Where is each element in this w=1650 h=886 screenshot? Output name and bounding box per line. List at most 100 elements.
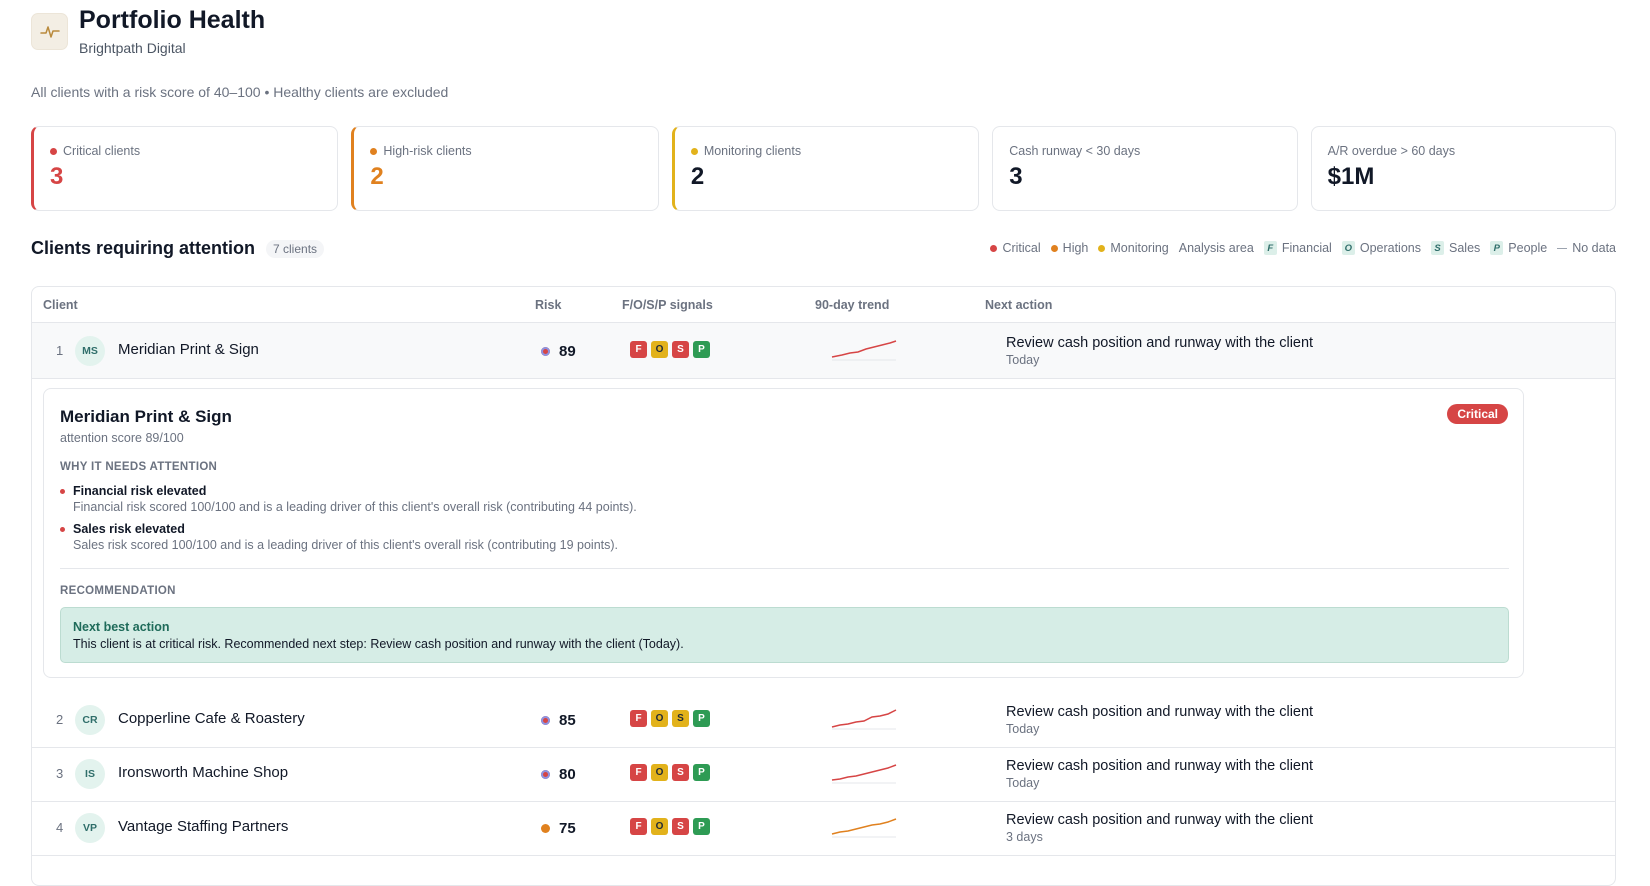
signal-chips: F O S P [630, 818, 710, 835]
row-rank: 4 [56, 820, 64, 835]
page-title: Portfolio Health [79, 6, 266, 34]
table-header: Client Risk F/O/S/P signals 90-day trend… [32, 287, 1615, 323]
operations-signal-icon: O [651, 341, 668, 358]
risk-score: 89 [541, 343, 576, 360]
high-dot-icon [370, 147, 378, 155]
avatar: VP [75, 813, 105, 843]
high-dot-icon [541, 824, 550, 833]
kpi-value: 2 [370, 163, 384, 190]
people-signal-icon: P [693, 764, 710, 781]
kpi-label: A/R overdue > 60 days [1327, 144, 1456, 158]
table-row[interactable]: 4 VP Vantage Staffing Partners 75 F O S … [32, 800, 1615, 856]
column-signals: F/O/S/P signals [622, 298, 713, 312]
legend-monitoring: Monitoring [1098, 241, 1169, 255]
monitoring-dot-icon [1098, 244, 1106, 252]
risk-score: 75 [541, 820, 576, 837]
monitoring-dot-icon [690, 147, 698, 155]
operations-signal-icon: O [651, 764, 668, 781]
reason-item: Financial risk elevated Financial risk s… [60, 484, 637, 514]
financial-signal-icon: F [630, 818, 647, 835]
legend-critical: Critical [990, 241, 1041, 255]
sales-chip-icon: S [1431, 241, 1444, 255]
financial-chip-icon: F [1263, 241, 1277, 255]
status-badge: Critical [1447, 404, 1508, 424]
kpi-high-risk-clients[interactable]: High-risk clients 2 [351, 126, 659, 211]
table-row[interactable]: 3 IS Ironsworth Machine Shop 80 F O S P … [32, 746, 1615, 802]
table-row[interactable]: 1 MS Meridian Print & Sign 89 F O S P Re… [32, 323, 1615, 379]
kpi-label: Cash runway < 30 days [1009, 144, 1141, 158]
legend-no-data: No data [1557, 241, 1616, 255]
operations-signal-icon: O [651, 818, 668, 835]
sales-signal-icon: S [672, 818, 689, 835]
signal-chips: F O S P [630, 341, 710, 358]
kpi-cash-runway[interactable]: Cash runway < 30 days 3 [992, 126, 1298, 211]
kpi-value: $1M [1327, 163, 1375, 190]
table-row[interactable]: 2 CR Copperline Cafe & Roastery 85 F O S… [32, 692, 1615, 748]
client-name: Copperline Cafe & Roastery [118, 710, 305, 727]
row-rank: 1 [56, 343, 64, 358]
financial-signal-icon: F [630, 710, 647, 727]
client-name: Vantage Staffing Partners [118, 818, 289, 835]
risk-score: 80 [541, 766, 576, 783]
section-title: Clients requiring attention [31, 238, 256, 258]
signal-chips: F O S P [630, 764, 710, 781]
recommendation-heading: RECOMMENDATION [60, 585, 176, 597]
reason-item: Sales risk elevated Sales risk scored 10… [60, 522, 618, 552]
kpi-value: 3 [50, 163, 64, 190]
operations-signal-icon: O [651, 710, 668, 727]
kpi-label: High-risk clients [383, 144, 472, 158]
financial-signal-icon: F [630, 341, 647, 358]
kpi-row: Critical clients 3 High-risk clients 2 M… [31, 126, 1617, 211]
financial-signal-icon: F [630, 764, 647, 781]
critical-dot-icon [990, 244, 998, 252]
legend: Critical High Monitoring Analysis area F… [990, 241, 1616, 255]
scope-note: All clients with a risk score of 40–100 … [31, 84, 449, 100]
operations-chip-icon: O [1341, 241, 1355, 255]
kpi-ar-overdue[interactable]: A/R overdue > 60 days $1M [1310, 126, 1617, 211]
legend-operations: O Operations [1341, 241, 1421, 255]
legend-high: High [1050, 241, 1088, 255]
column-next-action: Next action [985, 298, 1053, 312]
trend-sparkline [831, 818, 897, 838]
kpi-critical-clients[interactable]: Critical clients 3 [31, 126, 339, 211]
kpi-label: Monitoring clients [703, 144, 802, 158]
client-detail-panel: Meridian Print & Sign attention score 89… [43, 388, 1524, 678]
trend-sparkline [831, 764, 897, 784]
critical-dot-icon [541, 716, 550, 725]
divider [60, 568, 1509, 569]
company-name: Brightpath Digital [79, 40, 186, 56]
avatar: MS [75, 336, 105, 366]
people-signal-icon: P [693, 341, 710, 358]
sales-signal-icon: S [672, 764, 689, 781]
pulse-icon [31, 13, 68, 50]
kpi-label: Critical clients [63, 144, 141, 158]
sales-signal-icon: S [672, 341, 689, 358]
avatar: CR [75, 705, 105, 735]
next-action: Review cash position and runway with the… [1006, 812, 1314, 844]
dash-icon [1557, 247, 1568, 249]
column-risk[interactable]: Risk [535, 298, 562, 312]
kpi-monitoring-clients[interactable]: Monitoring clients 2 [671, 126, 980, 211]
bullet-icon [60, 527, 65, 532]
legend-people: P People [1490, 241, 1547, 255]
people-chip-icon: P [1490, 241, 1504, 255]
next-best-action-box: Next best action This client is at criti… [60, 607, 1509, 663]
client-name: Meridian Print & Sign [118, 341, 259, 358]
column-trend: 90-day trend [815, 298, 890, 312]
risk-score: 85 [541, 712, 576, 729]
critical-dot-icon [50, 147, 57, 155]
next-action: Review cash position and runway with the… [1006, 758, 1314, 790]
sales-signal-icon: S [672, 710, 689, 727]
avatar: IS [75, 759, 105, 789]
detail-client-name: Meridian Print & Sign [60, 407, 232, 426]
next-action: Review cash position and runway with the… [1006, 335, 1314, 367]
clients-table: Client Risk F/O/S/P signals 90-day trend… [31, 286, 1616, 886]
trend-sparkline [831, 709, 897, 730]
row-rank: 3 [56, 766, 64, 781]
client-count-badge: 7 clients [266, 240, 325, 258]
high-dot-icon [1050, 244, 1058, 252]
next-best-action-title: Next best action [73, 620, 170, 634]
column-client[interactable]: Client [43, 298, 78, 312]
people-signal-icon: P [693, 710, 710, 727]
